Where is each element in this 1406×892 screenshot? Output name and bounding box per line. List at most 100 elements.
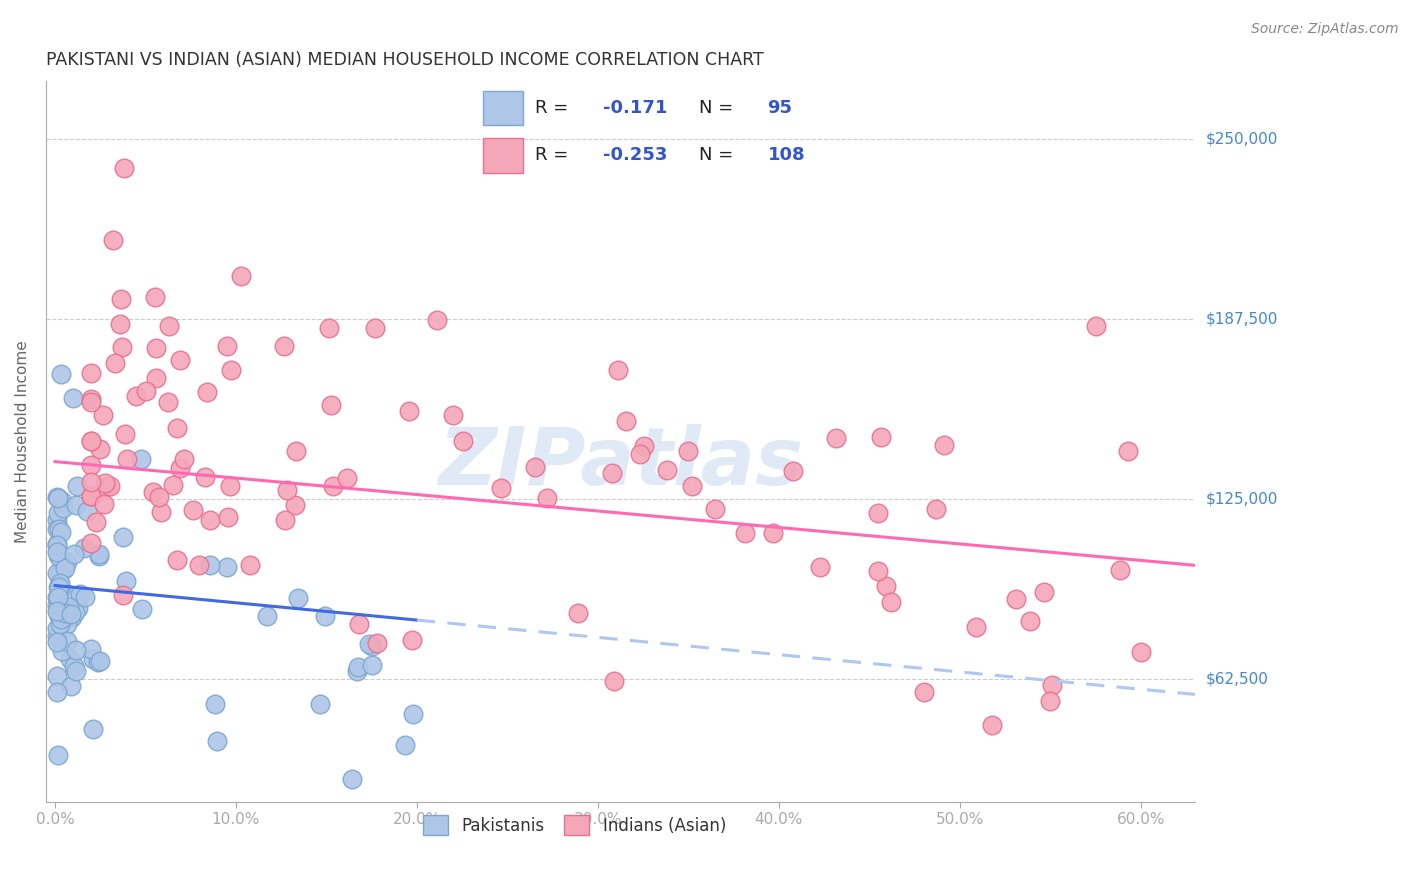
Point	[46, 506, 69, 520]
Point	[1109, 563, 1132, 577]
Point	[48, 569, 70, 583]
Point	[82, 722, 104, 736]
Point	[59, 607, 82, 622]
Point	[129, 451, 152, 466]
Point	[79, 641, 101, 656]
Point	[336, 471, 359, 485]
Text: R =: R =	[536, 146, 574, 164]
Point	[80, 475, 103, 489]
Point	[162, 478, 184, 492]
Point	[46, 747, 69, 762]
Point	[46, 538, 69, 552]
Point	[704, 502, 727, 516]
Point	[912, 685, 935, 699]
Text: $125,000: $125,000	[1206, 491, 1278, 507]
Point	[149, 505, 172, 519]
Point	[603, 674, 626, 689]
Point	[274, 513, 297, 527]
Point	[46, 491, 69, 506]
Point	[734, 526, 756, 541]
Point	[63, 605, 86, 619]
Point	[59, 652, 82, 666]
Text: Source: ZipAtlas.com: Source: ZipAtlas.com	[1251, 22, 1399, 37]
Point	[45, 604, 67, 618]
Point	[346, 664, 368, 678]
Point	[166, 553, 188, 567]
Point	[173, 451, 195, 466]
Point	[49, 367, 72, 381]
Point	[112, 588, 135, 602]
Point	[94, 476, 117, 491]
Point	[145, 370, 167, 384]
Point	[114, 426, 136, 441]
Point	[89, 548, 111, 562]
Point	[86, 655, 108, 669]
Point	[402, 706, 425, 721]
Point	[1084, 319, 1107, 334]
Point	[135, 384, 157, 398]
Point	[357, 637, 380, 651]
Point	[45, 629, 67, 643]
Legend: Pakistanis, Indians (Asian): Pakistanis, Indians (Asian)	[415, 806, 734, 844]
Point	[80, 366, 103, 380]
Point	[567, 606, 589, 620]
Point	[80, 489, 103, 503]
Point	[46, 590, 69, 604]
Text: 95: 95	[768, 99, 793, 117]
Point	[55, 587, 77, 601]
Point	[398, 404, 420, 418]
Point	[45, 545, 67, 559]
Point	[46, 607, 69, 621]
Point	[340, 772, 363, 786]
FancyBboxPatch shape	[484, 137, 523, 173]
Point	[219, 478, 242, 492]
Point	[65, 643, 87, 657]
Point	[1116, 444, 1139, 458]
Point	[55, 634, 77, 648]
Point	[48, 597, 70, 611]
Point	[51, 644, 73, 658]
Point	[239, 558, 262, 572]
Point	[56, 603, 79, 617]
Point	[166, 421, 188, 435]
Point	[46, 669, 69, 683]
Point	[55, 608, 77, 623]
Point	[868, 507, 890, 521]
Point	[678, 444, 700, 458]
Point	[80, 434, 103, 449]
Point	[614, 414, 637, 428]
Point	[181, 503, 204, 517]
Point	[194, 470, 217, 484]
Point	[65, 498, 87, 512]
Text: ZIPatlas: ZIPatlas	[439, 424, 803, 502]
Point	[630, 447, 652, 461]
Point	[361, 639, 384, 653]
Point	[62, 547, 84, 561]
Point	[276, 483, 298, 498]
Point	[655, 463, 678, 477]
Point	[62, 391, 84, 405]
Point	[322, 478, 344, 492]
Point	[104, 356, 127, 370]
Point	[1018, 614, 1040, 628]
Point	[52, 609, 75, 624]
Point	[72, 541, 94, 555]
Point	[125, 389, 148, 403]
Point	[808, 559, 831, 574]
Point	[58, 600, 80, 615]
Point	[46, 513, 69, 527]
Point	[188, 558, 211, 572]
Point	[1039, 694, 1062, 708]
Point	[1129, 645, 1152, 659]
Point	[117, 452, 139, 467]
Point	[53, 608, 76, 623]
Point	[48, 549, 70, 564]
Point	[53, 606, 76, 620]
Point	[284, 444, 307, 458]
Point	[65, 664, 87, 678]
Point	[195, 384, 218, 399]
Point	[46, 580, 69, 594]
Point	[45, 598, 67, 612]
Point	[53, 561, 76, 575]
Point	[111, 340, 134, 354]
